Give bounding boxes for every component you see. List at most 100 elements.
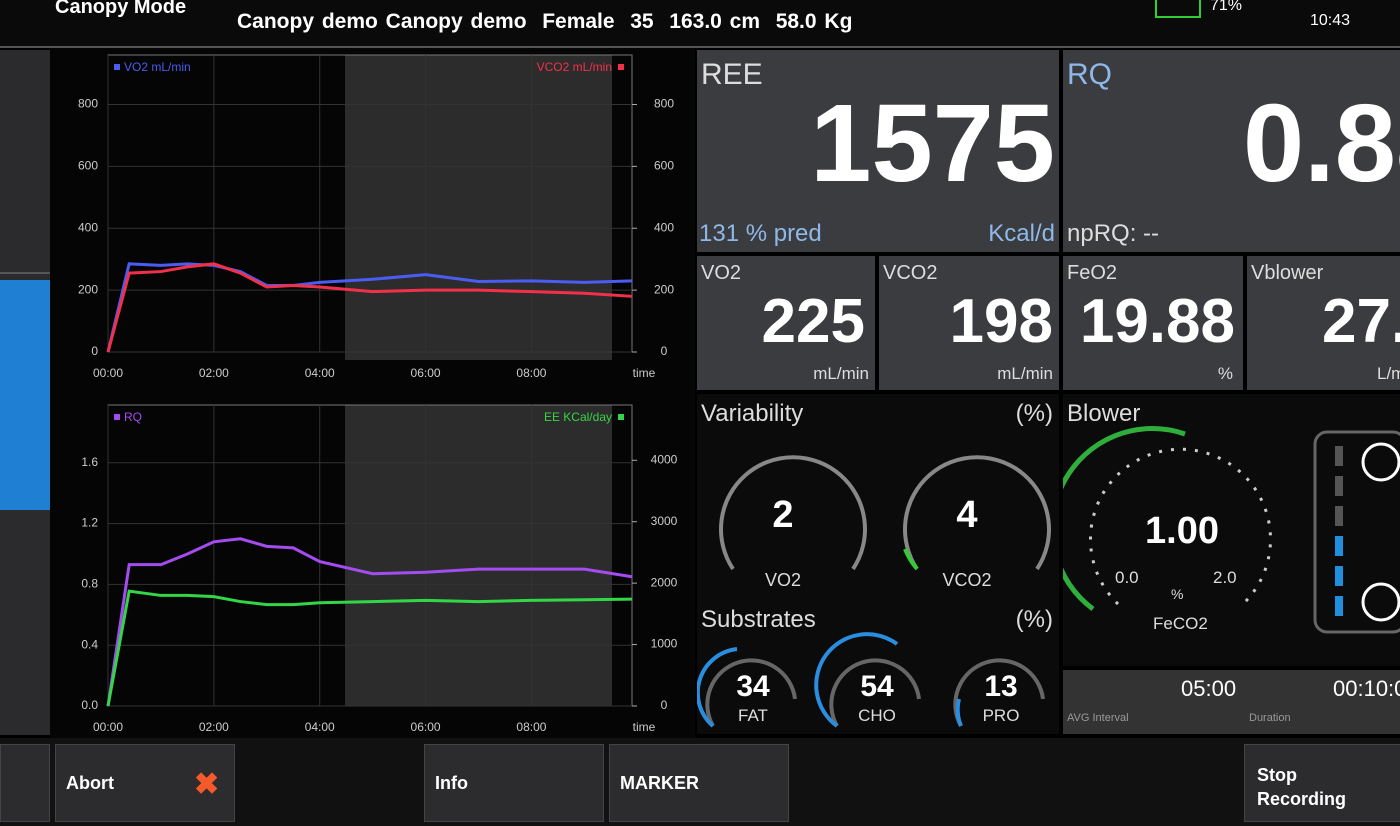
y-tick-label: 800 — [78, 97, 98, 111]
x-tick-label: 04:00 — [305, 366, 335, 380]
legend-label: VO2 mL/min — [124, 60, 191, 74]
y2-tick-label: 200 — [654, 282, 674, 296]
blower-value: 1.00 — [1145, 510, 1219, 552]
stop-button[interactable]: Stop Recording — [1244, 744, 1400, 822]
vco2-panel: VCO2 198 mL/min — [879, 256, 1059, 390]
sub-label: FAT — [738, 706, 768, 725]
duration-label: Duration — [1249, 712, 1291, 724]
blower-min: 0.0 — [1115, 568, 1139, 587]
unit: % — [1217, 364, 1233, 383]
trend-charts: 0 200 400 600 800 0 200 400 600 800 00:00 02:00 04:0… — [50, 48, 695, 738]
legend-label: RQ — [124, 410, 142, 424]
menu-button[interactable] — [0, 744, 50, 822]
rq-value: 0.88 — [1243, 82, 1400, 205]
x-tick-label: 08:00 — [516, 366, 546, 380]
variability-panel: Variability (%) 2 VO2 4 VCO2 Substrates … — [697, 394, 1059, 734]
sub-arc — [705, 658, 797, 727]
abort-button[interactable]: Abort ✖ — [55, 744, 235, 822]
battery: 71% — [1210, 0, 1243, 14]
control-box — [1313, 430, 1400, 634]
y-tick-label: 1.6 — [81, 455, 98, 469]
level — [1335, 476, 1343, 496]
sub-value: 13 — [984, 670, 1018, 703]
legend-swatch — [618, 414, 624, 420]
y-tick-label: 200 — [78, 282, 98, 296]
age: 35 — [630, 10, 654, 33]
legend-swatch — [114, 64, 120, 70]
gauge-label: VO2 — [764, 570, 802, 590]
y2-tick-label: 3000 — [651, 514, 678, 528]
vo2-panel: VO2 225 mL/min — [697, 256, 875, 390]
sub-label: CHO — [858, 706, 896, 725]
label: FeO2 — [1067, 262, 1118, 284]
minus-button[interactable] — [1361, 582, 1400, 622]
shade — [345, 405, 612, 706]
unit: L/min — [1377, 364, 1400, 383]
gauges — [697, 455, 1051, 728]
feo2-panel: FeO2 19.88 % — [1063, 256, 1243, 390]
blower-gauge — [1063, 426, 1400, 634]
x-tick-label: 02:00 — [199, 720, 229, 734]
gauge-value: 4 — [956, 494, 978, 536]
y-tick-label: 600 — [78, 159, 98, 173]
label: VO2 — [701, 262, 742, 284]
label: Abort — [66, 773, 114, 793]
y2-tick-label: 2000 — [651, 575, 678, 589]
y2-tick-label: 0 — [661, 698, 668, 712]
weight: 58.0 Kg — [775, 10, 853, 33]
sub-arc — [953, 658, 1045, 727]
plus-button[interactable] — [1361, 442, 1400, 482]
sidebar-selected[interactable] — [0, 280, 50, 510]
x-tick-label: 04:00 — [305, 720, 335, 734]
level — [1335, 566, 1343, 586]
marker-button[interactable]: MARKER — [609, 744, 789, 822]
ree-value: 1575 — [810, 82, 1055, 205]
legend-swatch — [114, 414, 120, 420]
series-line — [106, 589, 633, 707]
sub-value: 54 — [860, 670, 894, 703]
x-tick-label: 00:00 — [93, 720, 123, 734]
ree-unit: Kcal/d — [988, 220, 1055, 247]
y-tick-label: 0.0 — [81, 698, 98, 712]
substrates-title: Substrates — [701, 606, 816, 633]
blower-label: FeCO2 — [1153, 614, 1208, 633]
height: 163.0 cm — [669, 10, 761, 33]
label: Vblower — [1251, 262, 1324, 284]
y-tick-label: 0.4 — [81, 637, 98, 651]
sex: Female — [542, 10, 615, 33]
np-rq: npRQ: -- — [1067, 220, 1160, 247]
blower-unit: % — [1171, 586, 1184, 602]
label: VCO2 — [883, 262, 938, 284]
level — [1335, 596, 1343, 616]
value: 19.88 — [1079, 287, 1235, 356]
level — [1335, 536, 1343, 556]
y2-tick-label: 600 — [654, 159, 674, 173]
x-axis-label: time — [633, 720, 656, 734]
rq-label: RQ — [1067, 58, 1112, 91]
label: Stop Recording — [1257, 765, 1347, 809]
x-tick-label: 08:00 — [516, 720, 546, 734]
sub-fill — [697, 647, 738, 728]
duration: 00:10:0 — [1333, 676, 1400, 701]
clock: 10:43 — [1310, 12, 1351, 29]
info-button[interactable]: Info — [424, 744, 604, 822]
ree-label: REE — [701, 58, 763, 91]
mode: Canopy Mode — [55, 0, 187, 18]
shade — [345, 55, 612, 360]
interval: 05:00 — [1181, 676, 1237, 701]
y2-tick-label: 0 — [661, 344, 668, 358]
blower-title: Blower — [1067, 400, 1141, 427]
gauge-fill — [1063, 426, 1186, 612]
gauge-ticks — [1089, 447, 1272, 606]
level — [1335, 446, 1343, 466]
legend-label: VCO2 mL/min — [537, 60, 612, 74]
blower-panel: Blower 1.00 0.0 2.0 % FeCO2 — [1063, 394, 1400, 666]
gauge-arc — [903, 455, 1051, 571]
battery-icon — [1155, 0, 1201, 18]
gauge-fill — [903, 548, 919, 571]
x-tick-label: 06:00 — [411, 366, 441, 380]
label: MARKER — [620, 773, 699, 793]
legend-label: EE KCal/day — [544, 410, 612, 424]
sub-label: PRO — [982, 706, 1020, 725]
